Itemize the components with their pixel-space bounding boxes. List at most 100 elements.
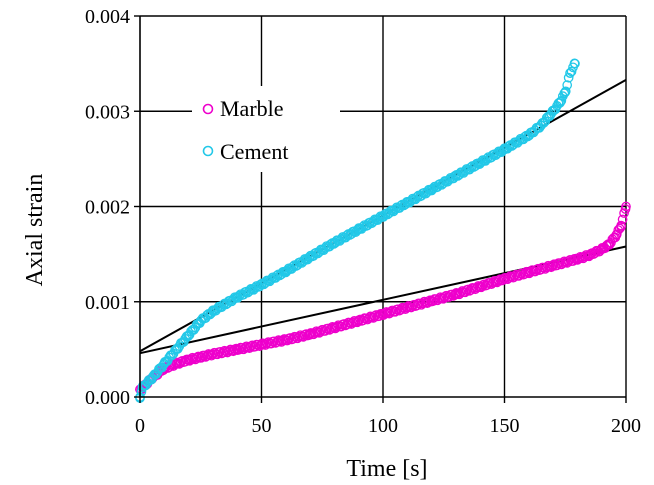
data-point (390, 306, 400, 317)
data-point (476, 282, 487, 293)
legend-label-cement: Cement (220, 139, 288, 164)
x-tick-label: 150 (490, 415, 520, 437)
data-point (438, 293, 449, 304)
data-point (451, 171, 461, 181)
data-point (304, 330, 314, 341)
data-point (536, 120, 546, 131)
y-axis-title: Axial strain (22, 174, 48, 287)
data-point (208, 349, 218, 359)
data-point (499, 144, 510, 155)
data-point (611, 230, 622, 240)
data-point (604, 239, 614, 250)
data-point (136, 386, 147, 397)
data-point (305, 329, 315, 339)
data-point (539, 262, 549, 273)
tick-labels: 0 50 100 150 200 0.000 0.001 0.002 0.003 0.004 (85, 6, 641, 437)
legend: Marble Cement (192, 86, 340, 172)
data-point (314, 327, 325, 338)
data-point (329, 322, 340, 333)
data-point (555, 96, 566, 107)
data-point (572, 254, 583, 264)
data-point (291, 332, 301, 342)
data-point (498, 275, 508, 286)
data-point (530, 266, 540, 277)
data-point (565, 68, 575, 79)
x-tick-label: 0 (135, 415, 145, 437)
data-point (523, 267, 534, 278)
data-point (384, 308, 395, 319)
data-point (159, 358, 170, 369)
data-point (617, 214, 628, 225)
data-point (368, 313, 379, 323)
data-point (183, 330, 194, 340)
data-point (559, 88, 570, 99)
data-point (237, 343, 247, 353)
data-point (548, 260, 558, 271)
data-point (426, 295, 437, 306)
data-point (501, 273, 511, 283)
data-point (280, 334, 291, 345)
data-point (402, 302, 413, 313)
data-point (562, 80, 573, 90)
x-axis-title: Time [s] (346, 456, 427, 482)
data-point (256, 279, 267, 290)
data-point (616, 220, 626, 231)
data-point (546, 262, 557, 273)
data-point (475, 281, 486, 292)
legend-marker-marble (202, 103, 214, 115)
data-point (584, 250, 595, 260)
data-point (330, 323, 341, 334)
data-point (232, 292, 243, 302)
data-point (406, 302, 417, 313)
data-point (560, 87, 571, 98)
data-point (475, 157, 486, 168)
data-series (135, 58, 631, 403)
data-point (563, 72, 574, 83)
data-point (566, 66, 577, 77)
data-point (460, 287, 470, 298)
y-tick-label: 0.001 (85, 292, 130, 314)
data-point (353, 315, 364, 326)
data-point (552, 260, 562, 271)
data-point (523, 130, 534, 140)
x-tick-label: 200 (611, 415, 641, 437)
data-point (482, 280, 492, 290)
data-point (499, 274, 510, 284)
y-tick-label: 0.002 (85, 197, 130, 219)
data-point (329, 237, 340, 248)
data-point (562, 258, 573, 268)
data-point (336, 321, 347, 332)
data-point (548, 106, 558, 117)
axes (134, 15, 627, 403)
data-point (323, 323, 333, 334)
data-point (596, 244, 607, 255)
data-point (208, 306, 218, 317)
x-tick-label: 100 (368, 415, 398, 437)
data-point (190, 354, 201, 365)
data-point (426, 184, 437, 195)
data-point (171, 358, 182, 369)
data-point (402, 197, 413, 208)
legend-marker-cement (202, 145, 214, 157)
data-point (451, 289, 461, 299)
data-point (358, 315, 368, 326)
data-point (570, 58, 580, 69)
data-point (174, 359, 185, 369)
data-point (183, 355, 194, 365)
data-point (171, 344, 182, 355)
data-point (307, 328, 317, 338)
grid (140, 15, 627, 397)
legend-label-marble: Marble (220, 96, 284, 121)
data-point (195, 352, 206, 362)
data-point (320, 326, 331, 336)
data-point (147, 373, 157, 383)
data-point (536, 264, 546, 275)
data-point (400, 304, 411, 315)
data-point (280, 266, 291, 277)
data-point (378, 309, 388, 319)
data-point (256, 339, 267, 350)
y-tick-label: 0.003 (85, 101, 130, 123)
data-point (352, 317, 363, 328)
